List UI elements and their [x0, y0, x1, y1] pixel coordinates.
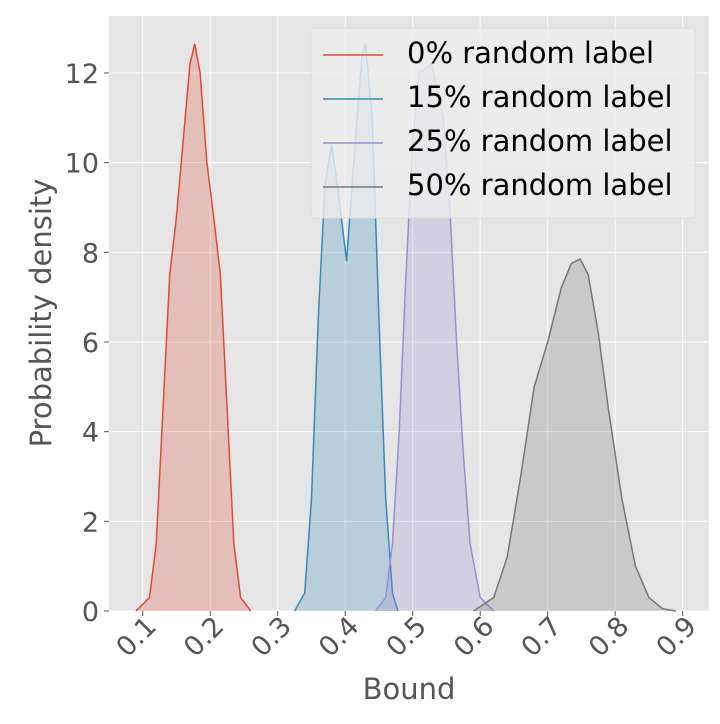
y-axis-label: Probability density	[24, 179, 58, 448]
grid	[109, 16, 709, 612]
x-tick-label: 0.4	[313, 611, 365, 663]
density-area	[473, 259, 676, 611]
legend-label: 15% random label	[407, 80, 673, 114]
x-tick-label: 0.5	[381, 611, 433, 663]
legend-box	[310, 27, 696, 219]
density-area	[136, 43, 251, 612]
legend-label: 0% random label	[407, 36, 654, 70]
legend: 0% random label 15% random label 25% rando…	[310, 27, 696, 219]
density-line	[473, 258, 677, 612]
density-line	[135, 43, 252, 612]
x-tick-label: 0.1	[111, 611, 163, 663]
x-tick-label: 0.2	[178, 611, 230, 663]
y-tick-label: 2	[82, 507, 99, 538]
y-tick-label: 12	[65, 59, 99, 90]
legend-label: 50% random label	[407, 168, 673, 202]
y-tick-label: 0	[82, 597, 99, 628]
x-tick-label: 0.9	[651, 611, 703, 663]
x-tick-label: 0.8	[583, 611, 635, 663]
y-tick-label: 6	[82, 328, 99, 359]
x-tick-label: 0.3	[246, 611, 298, 663]
x-tick-label: 0.6	[448, 611, 500, 663]
y-tick-label: 8	[82, 238, 99, 269]
y-tick-label: 4	[82, 418, 99, 449]
y-tick-label: 10	[65, 149, 99, 180]
x-axis-label: Bound	[363, 672, 456, 706]
x-tick-label: 0.7	[516, 611, 568, 663]
legend-label: 25% random label	[407, 124, 673, 158]
